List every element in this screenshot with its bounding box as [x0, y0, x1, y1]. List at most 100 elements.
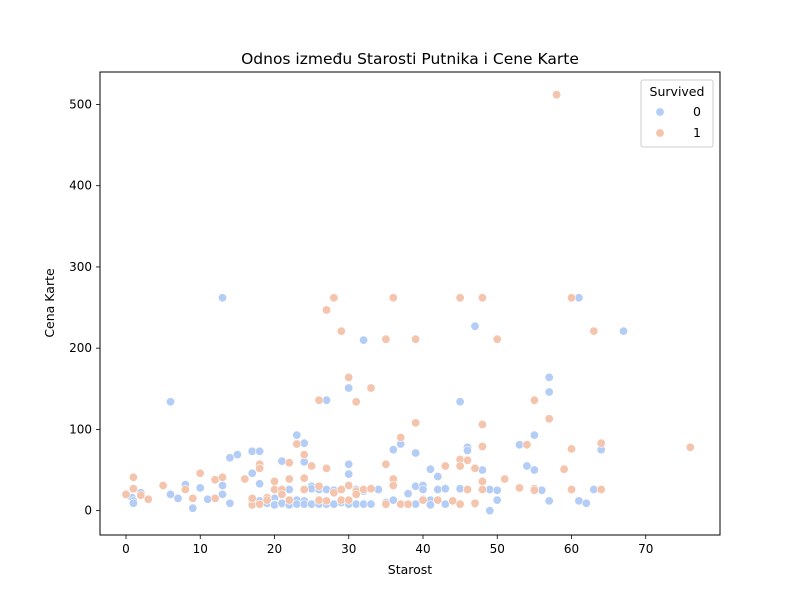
point-survived-1-87	[544, 414, 554, 424]
point-survived-1-38	[329, 293, 339, 303]
point-survived-1-89	[559, 464, 569, 474]
x-tick-label-70: 70	[638, 542, 653, 556]
point-survived-0-39	[299, 438, 309, 448]
point-survived-1-63	[418, 495, 428, 505]
point-survived-1-28	[299, 450, 309, 460]
x-axis: 0 10 20 30 40 50 60 70	[122, 535, 653, 556]
point-survived-1-71	[462, 455, 472, 465]
point-survived-0-57	[344, 459, 354, 469]
point-survived-1-2	[128, 484, 138, 494]
point-survived-1-93	[589, 326, 599, 336]
point-survived-1-52	[381, 334, 391, 344]
point-survived-0-74	[403, 489, 413, 499]
point-survived-1-41	[336, 484, 346, 494]
x-tick-label-0: 0	[122, 542, 130, 556]
point-survived-1-72	[462, 484, 472, 494]
point-survived-1-34	[314, 495, 324, 505]
point-survived-1-24	[284, 474, 294, 484]
point-survived-1-33	[314, 481, 324, 491]
point-survived-1-27	[292, 439, 302, 449]
point-survived-0-86	[433, 484, 443, 494]
point-survived-1-54	[381, 499, 391, 509]
point-survived-0-36	[292, 430, 302, 440]
point-survived-0-9	[195, 483, 205, 493]
point-survived-1-10	[210, 493, 220, 503]
point-survived-1-92	[566, 484, 576, 494]
point-survived-0-6	[173, 493, 183, 503]
point-survived-1-19	[262, 495, 272, 505]
point-survived-0-82	[425, 464, 435, 474]
point-survived-0-84	[425, 500, 435, 510]
point-survived-1-91	[566, 444, 576, 454]
point-survived-0-67	[373, 484, 383, 494]
point-survived-0-85	[433, 471, 443, 481]
point-survived-1-77	[477, 441, 487, 451]
point-survived-1-0	[121, 489, 131, 499]
point-survived-0-18	[247, 468, 257, 478]
point-survived-1-66	[448, 496, 458, 506]
point-survived-0-113	[544, 387, 554, 397]
point-survived-0-14	[225, 498, 235, 508]
point-survived-1-82	[514, 483, 524, 493]
point-survived-0-100	[477, 465, 487, 475]
point-survived-0-80	[418, 484, 428, 494]
point-survived-0-5	[166, 397, 176, 407]
point-survived-0-102	[485, 506, 495, 516]
point-survived-0-71	[388, 495, 398, 505]
point-survived-0-70	[388, 445, 398, 455]
point-survived-1-14	[247, 493, 257, 503]
point-survived-1-20	[269, 476, 279, 486]
y-tick-label-200: 200	[69, 341, 92, 355]
point-survived-1-81	[500, 474, 510, 484]
point-survived-0-120	[618, 326, 628, 336]
point-survived-1-86	[529, 485, 539, 495]
legend-marker-1	[655, 128, 665, 138]
plot-frame	[99, 71, 721, 536]
point-survived-0-8	[188, 503, 198, 513]
point-survived-1-32	[314, 395, 324, 405]
point-survived-1-30	[299, 484, 309, 494]
x-tick-label-60: 60	[564, 542, 579, 556]
point-survived-1-64	[433, 495, 443, 505]
point-survived-0-58	[344, 469, 354, 479]
point-survived-0-10	[203, 494, 213, 504]
point-survived-0-16	[232, 450, 242, 460]
y-axis-label: Cena Karte	[42, 268, 57, 338]
point-survived-1-4	[143, 494, 153, 504]
y-axis: 0 100 200 300 400 500	[69, 97, 100, 518]
point-survived-0-15	[225, 453, 235, 463]
point-survived-0-110	[529, 465, 539, 475]
point-survived-1-6	[180, 484, 190, 494]
points-layer	[121, 90, 695, 516]
point-survived-1-78	[477, 484, 487, 494]
point-survived-0-31	[277, 456, 287, 466]
point-survived-0-108	[522, 461, 532, 471]
point-survived-1-74	[470, 498, 480, 508]
point-survived-1-61	[411, 334, 421, 344]
x-tick-label-50: 50	[490, 542, 505, 556]
point-survived-1-60	[403, 499, 413, 509]
point-survived-1-31	[307, 461, 317, 471]
point-survived-0-78	[411, 499, 421, 509]
point-survived-1-25	[284, 458, 294, 468]
point-survived-0-12	[218, 480, 228, 490]
point-survived-1-44	[344, 480, 354, 490]
point-survived-1-96	[685, 442, 695, 452]
point-survived-1-39	[329, 488, 339, 498]
y-tick-label-400: 400	[69, 179, 92, 193]
point-survived-0-95	[462, 445, 472, 455]
y-tick-label-500: 500	[69, 97, 92, 111]
legend-marker-0	[655, 107, 665, 117]
point-survived-1-36	[321, 463, 331, 473]
point-survived-0-66	[366, 499, 376, 509]
point-survived-1-62	[411, 418, 421, 428]
legend-label-0: 0	[693, 104, 701, 119]
point-survived-0-97	[470, 321, 480, 331]
point-survived-0-89	[440, 499, 450, 509]
point-survived-1-8	[195, 468, 205, 478]
point-survived-0-56	[344, 383, 354, 393]
point-survived-1-3	[136, 490, 146, 500]
y-tick-label-100: 100	[69, 422, 92, 436]
point-survived-0-112	[544, 372, 554, 382]
